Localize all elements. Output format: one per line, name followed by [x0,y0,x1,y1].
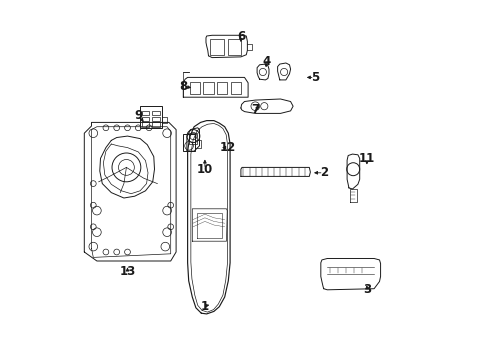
Bar [141,122,149,127]
Text: 11: 11 [358,152,374,165]
Text: 3: 3 [362,283,370,296]
Bar [151,122,159,127]
Bar [227,39,241,55]
Bar [189,82,200,94]
Text: 6: 6 [236,30,244,42]
Text: 10: 10 [196,163,213,176]
Text: 13: 13 [119,265,135,278]
Bar [230,82,241,94]
Text: 4: 4 [262,55,270,68]
Bar [183,134,194,151]
Bar [141,117,149,121]
Bar [151,111,159,115]
Bar [217,82,227,94]
Bar [140,106,162,128]
Bar [151,117,159,121]
Bar [203,82,213,94]
Bar [188,133,196,144]
Text: 8: 8 [179,80,187,93]
Text: 1: 1 [201,300,208,312]
Text: 7: 7 [251,103,259,116]
Text: 2: 2 [319,166,327,179]
Text: 9: 9 [134,109,142,122]
Text: 5: 5 [310,71,318,84]
Bar [141,111,149,115]
Bar [210,39,224,55]
Text: 12: 12 [220,141,236,154]
